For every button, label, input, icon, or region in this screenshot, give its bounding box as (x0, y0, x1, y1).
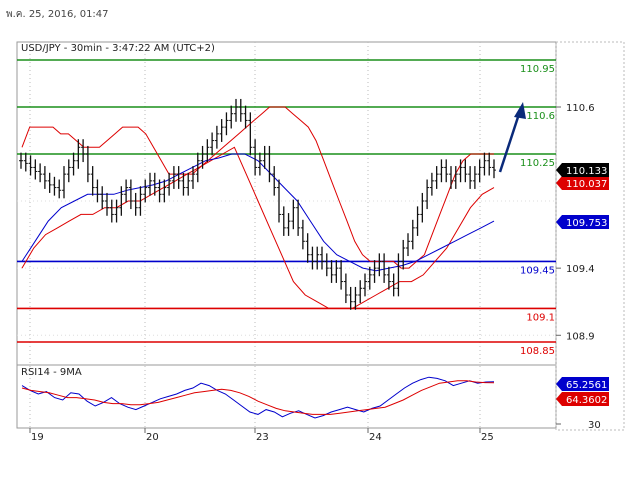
price-axis: 110.6 109.4 108.9 30 (556, 103, 601, 431)
rsi-lines (21, 376, 495, 419)
price-bars (19, 98, 496, 310)
rsi-tag-value (556, 377, 609, 391)
y-tick-label: 109.4 (566, 264, 595, 275)
price-tag-red-label: 110.037 (566, 179, 607, 190)
y-tick-label: 108.9 (566, 331, 595, 342)
rsi-tag-value-label: 65.2561 (566, 380, 607, 391)
x-tick-label: 20 (146, 432, 159, 443)
level-label: 110.6 (526, 111, 555, 122)
x-tick-label: 19 (31, 432, 44, 443)
price-tag-red (556, 176, 609, 190)
bollinger-lower-line (21, 146, 495, 309)
rsi-y-tick-label: 30 (588, 420, 601, 431)
projection-arrow (498, 102, 526, 173)
x-tick-label: 24 (369, 432, 382, 443)
main-chart-title: USD/JPY - 30min - 3:47:22 AM (UTC+2) (21, 43, 215, 54)
y-tick-label: 110.6 (566, 103, 595, 114)
level-label: 108.85 (520, 346, 555, 357)
time-axis: 19 20 23 24 25 (29, 428, 494, 443)
main-chart-frame (16, 41, 557, 369)
price-tag-blue (556, 215, 609, 229)
level-lines: 110.95 110.6 110.25 109.45 109.1 108.85 (17, 59, 556, 357)
rsi-line (21, 376, 495, 419)
chart-timestamp: พ.ค. 25, 2016, 01:47 (6, 9, 109, 20)
level-label: 110.25 (520, 158, 555, 169)
rsi-panel-frame (16, 364, 557, 429)
price-tag-last-label: 110.133 (566, 166, 607, 177)
price-tag-last (556, 163, 609, 177)
level-label: 109.45 (520, 265, 555, 276)
x-tick-label: 23 (256, 432, 269, 443)
level-label: 110.95 (520, 64, 555, 75)
rsi-tag-ma-label: 64.3602 (566, 395, 607, 406)
price-tag-blue-label: 109.753 (566, 218, 607, 229)
level-label: 109.1 (526, 312, 555, 323)
x-tick-label: 25 (481, 432, 494, 443)
rsi-tag-ma (556, 392, 609, 406)
bollinger-upper-line (21, 106, 494, 269)
rsi-title: RSI14 - 9MA (21, 367, 82, 378)
price-tags: 110.037 110.133 109.753 64.3602 65.2561 (556, 163, 609, 406)
rsi-ma-line (21, 380, 495, 415)
price-axis-frame (555, 41, 625, 431)
